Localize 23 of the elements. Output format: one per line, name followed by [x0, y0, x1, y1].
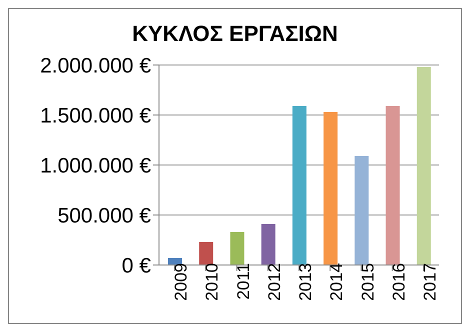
y-tick-label: 500.000 € — [58, 204, 152, 228]
x-tick-label: 2012 — [264, 263, 284, 301]
bar — [324, 112, 338, 265]
bar — [354, 156, 369, 265]
x-tick-label: 2011 — [234, 263, 253, 300]
x-tick-label: 2009 — [172, 263, 191, 301]
bar — [230, 232, 244, 265]
x-tick-label: 2015 — [358, 263, 378, 301]
bar — [292, 106, 306, 265]
bar — [416, 67, 431, 265]
y-tick-label: 2.000.000 € — [40, 54, 152, 78]
y-tick-label: 0 € — [122, 254, 152, 278]
x-tick-label: 2013 — [296, 263, 316, 301]
x-tick-label: 2014 — [327, 263, 346, 301]
bar — [261, 224, 276, 265]
y-tick-label: 1.000.000 € — [40, 154, 152, 178]
x-tick-label: 2016 — [389, 263, 408, 301]
x-tick-label: 2017 — [420, 263, 440, 301]
bar — [386, 106, 400, 265]
x-tick-label: 2010 — [202, 263, 222, 301]
bar — [199, 242, 214, 265]
chart-title: ΚΥΚΛΟΣ ΕΡΓΑΣΙΩΝ — [131, 21, 339, 48]
y-tick-label: 1.500.000 € — [40, 104, 152, 128]
